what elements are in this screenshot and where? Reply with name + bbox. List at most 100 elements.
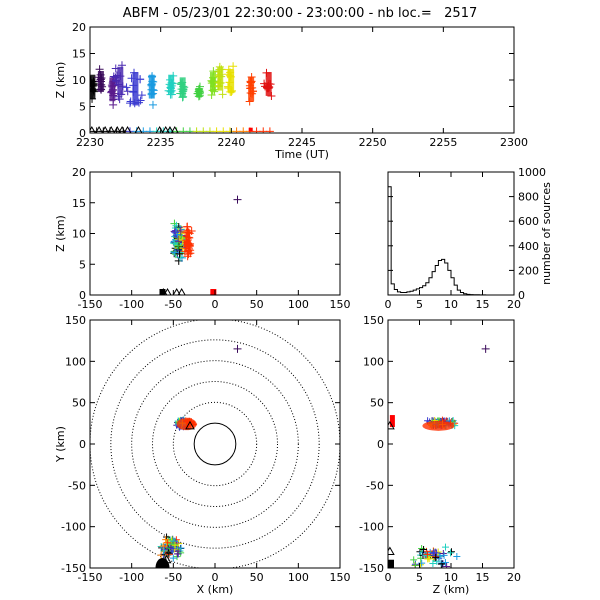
x-tick-label: -100 bbox=[119, 571, 144, 584]
source-marker bbox=[208, 86, 217, 95]
source-marker bbox=[182, 236, 191, 245]
x-tick-label: 150 bbox=[330, 298, 351, 311]
x-tick-label: 0 bbox=[385, 571, 392, 584]
source-marker bbox=[226, 87, 235, 96]
source-marker bbox=[453, 552, 461, 560]
source-marker bbox=[134, 98, 143, 107]
source-marker bbox=[443, 563, 451, 568]
x-tick-label: 150 bbox=[330, 571, 351, 584]
source-marker bbox=[174, 547, 182, 555]
source-marker bbox=[437, 559, 445, 567]
station-marker bbox=[172, 287, 181, 295]
y-tick-label: 100 bbox=[363, 355, 384, 368]
station-marker bbox=[165, 125, 174, 133]
range-ring bbox=[152, 381, 278, 507]
source-marker bbox=[176, 226, 185, 235]
station-marker bbox=[113, 125, 122, 133]
source-marker bbox=[420, 546, 428, 554]
source-marker bbox=[194, 89, 203, 98]
source-marker bbox=[195, 87, 204, 96]
data-layer bbox=[90, 61, 276, 133]
station-marker bbox=[90, 125, 96, 133]
x-tick-label: 0 bbox=[385, 298, 392, 311]
source-marker bbox=[148, 100, 157, 109]
station-marker bbox=[159, 561, 168, 568]
source-marker bbox=[147, 73, 156, 82]
y-tick-label: 150 bbox=[65, 314, 86, 327]
source-marker bbox=[262, 68, 271, 77]
source-marker bbox=[170, 219, 179, 228]
y-tick-label: 0 bbox=[377, 438, 384, 451]
source-marker bbox=[171, 541, 179, 549]
y-tick-label: 15 bbox=[72, 48, 86, 61]
y-tick-label: -150 bbox=[61, 562, 86, 575]
source-marker bbox=[111, 64, 120, 73]
y-axis-label: Y (km) bbox=[54, 426, 67, 463]
x-tick-label: 2250 bbox=[359, 136, 387, 149]
source-marker bbox=[441, 543, 449, 551]
y-tick-label: 100 bbox=[65, 355, 86, 368]
source-marker bbox=[137, 91, 146, 100]
source-marker bbox=[174, 241, 183, 250]
range-ring bbox=[131, 360, 299, 528]
y-axis-label: Z (km) bbox=[54, 62, 67, 99]
x-tick-label: 5 bbox=[416, 298, 423, 311]
outlier-marker bbox=[481, 344, 490, 353]
source-marker bbox=[129, 81, 138, 90]
source-marker bbox=[267, 91, 276, 100]
source-marker bbox=[171, 223, 180, 232]
source-marker bbox=[129, 88, 138, 97]
source-marker bbox=[117, 61, 126, 70]
station-marker bbox=[161, 554, 172, 564]
y-tick-label: 0 bbox=[518, 289, 525, 302]
source-marker bbox=[162, 536, 170, 544]
source-marker bbox=[214, 71, 223, 80]
height-y-panel: 0 5 10 15 20 -150 -100 -50 0 50 100 150 Z (km) bbox=[359, 314, 521, 596]
ground-source-marker bbox=[159, 289, 166, 295]
x-tick-label: -150 bbox=[78, 298, 103, 311]
source-marker bbox=[159, 542, 167, 550]
source-cluster bbox=[117, 66, 124, 96]
ground-source-marker bbox=[265, 127, 274, 133]
range-ring bbox=[193, 422, 237, 466]
source-marker bbox=[410, 556, 418, 564]
source-marker bbox=[165, 549, 173, 557]
source-marker bbox=[246, 78, 255, 87]
y-tick-label: 20 bbox=[72, 166, 86, 179]
ground-source-marker bbox=[248, 127, 253, 132]
y-tick-label: 0 bbox=[79, 127, 86, 140]
source-marker bbox=[95, 65, 104, 74]
source-marker bbox=[110, 81, 119, 90]
source-marker bbox=[432, 553, 440, 561]
source-marker bbox=[423, 550, 431, 558]
source-marker bbox=[434, 548, 442, 556]
source-marker bbox=[218, 90, 227, 99]
source-marker bbox=[149, 86, 158, 95]
source-marker bbox=[433, 557, 441, 565]
station-marker bbox=[388, 420, 395, 430]
source-marker bbox=[177, 253, 186, 262]
source-marker bbox=[114, 92, 123, 101]
x-tick-label: 50 bbox=[250, 571, 264, 584]
source-marker bbox=[169, 554, 177, 562]
source-marker bbox=[116, 72, 125, 81]
x-tick-label: 2235 bbox=[147, 136, 175, 149]
station-marker bbox=[170, 125, 179, 133]
station-marker bbox=[101, 125, 110, 133]
station-marker bbox=[95, 125, 104, 133]
y-tick-label: 150 bbox=[363, 314, 384, 327]
x-tick-label: 100 bbox=[288, 298, 309, 311]
ground-source-marker bbox=[388, 559, 394, 568]
y-tick-label: 10 bbox=[72, 228, 86, 241]
source-marker bbox=[112, 71, 121, 80]
source-marker bbox=[245, 97, 254, 106]
source-marker bbox=[183, 239, 192, 248]
source-marker bbox=[170, 248, 179, 257]
x-tick-label: -100 bbox=[119, 298, 144, 311]
station-marker bbox=[388, 546, 395, 555]
source-marker bbox=[429, 560, 437, 568]
source-marker bbox=[149, 89, 158, 98]
source-marker bbox=[90, 81, 96, 90]
y-tick-label: 20 bbox=[72, 21, 86, 34]
